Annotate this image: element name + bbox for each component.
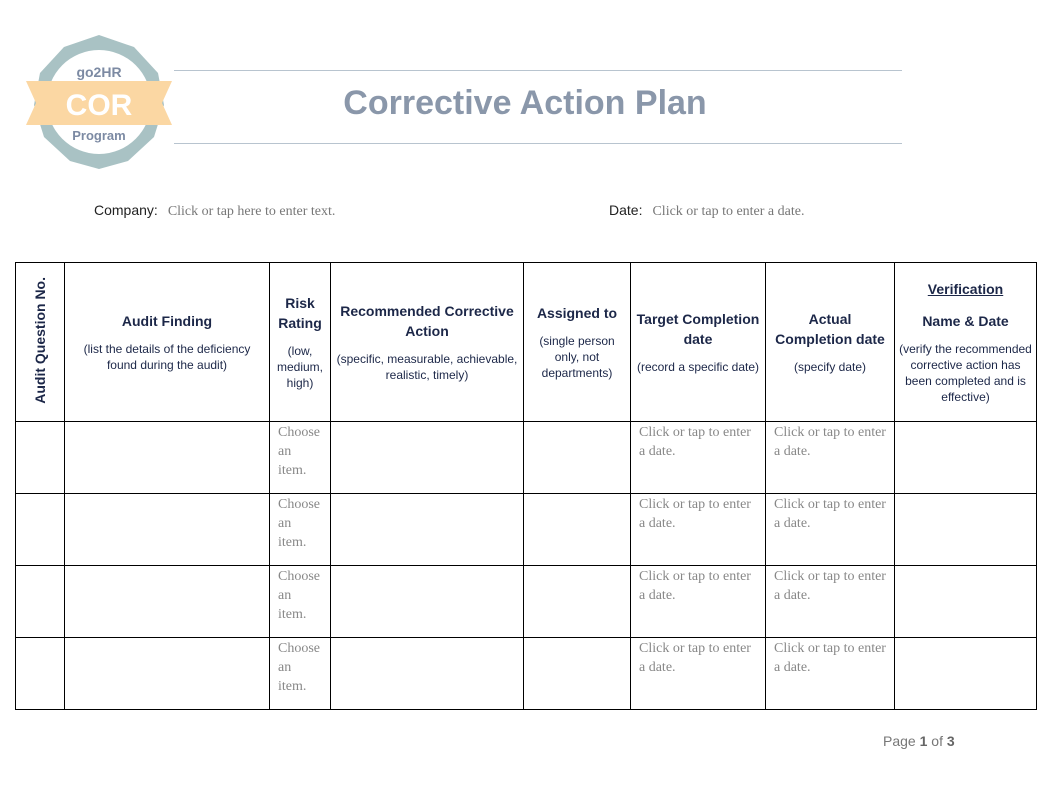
assigned-cell[interactable] — [523, 493, 631, 566]
target-date-picker[interactable]: Click or tap to enter a date. — [630, 565, 766, 638]
action-cell[interactable] — [330, 565, 524, 638]
svg-text:COR: COR — [66, 89, 133, 122]
risk-rating-dropdown[interactable]: Choose an item. — [269, 421, 331, 494]
finding-cell[interactable] — [64, 493, 270, 566]
svg-text:go2HR: go2HR — [76, 64, 121, 80]
target-date-picker[interactable]: Click or tap to enter a date. — [630, 637, 766, 710]
action-cell[interactable] — [330, 421, 524, 494]
risk-rating-dropdown[interactable]: Choose an item. — [269, 565, 331, 638]
actual-date-picker[interactable]: Click or tap to enter a date. — [765, 565, 895, 638]
col-risk-rating: Risk Rating (low, medium, high) — [269, 262, 331, 422]
question-no-cell[interactable] — [15, 493, 65, 566]
risk-rating-dropdown[interactable]: Choose an item. — [269, 493, 331, 566]
action-cell[interactable] — [330, 637, 524, 710]
page-number: Page 1 of 3 — [883, 733, 955, 749]
col-actual-date: Actual Completion date (specify date) — [765, 262, 895, 422]
col-verification: Verification Name & Date (verify the recom… — [894, 262, 1037, 422]
page-title: Corrective Action Plan — [343, 84, 707, 122]
divider — [174, 70, 902, 71]
finding-cell[interactable] — [64, 421, 270, 494]
verification-cell[interactable] — [894, 493, 1037, 566]
col-target-date: Target Completion date (record a specific… — [630, 262, 766, 422]
divider — [174, 143, 902, 144]
svg-text:Program: Program — [72, 128, 125, 143]
col-audit-question-no: Audit Question No. — [15, 262, 65, 422]
question-no-cell[interactable] — [15, 421, 65, 494]
company-label: Company: — [94, 202, 158, 218]
table-row: Choose an item. Click or tap to enter a d… — [15, 421, 1037, 494]
action-cell[interactable] — [330, 493, 524, 566]
company-input[interactable]: Click or tap here to enter text. — [167, 204, 336, 219]
actual-date-picker[interactable]: Click or tap to enter a date. — [765, 421, 895, 494]
question-no-cell[interactable] — [15, 565, 65, 638]
target-date-picker[interactable]: Click or tap to enter a date. — [630, 421, 766, 494]
date-field[interactable]: Date: Click or tap to enter a date. — [609, 202, 804, 220]
verification-cell[interactable] — [894, 421, 1037, 494]
date-label: Date: — [609, 202, 643, 218]
question-no-cell[interactable] — [15, 637, 65, 710]
date-input[interactable]: Click or tap to enter a date. — [652, 204, 805, 219]
col-audit-finding: Audit Finding (list the details of the de… — [64, 262, 270, 422]
target-date-picker[interactable]: Click or tap to enter a date. — [630, 493, 766, 566]
col-assigned-to: Assigned to (single person only, not depa… — [523, 262, 631, 422]
assigned-cell[interactable] — [523, 421, 631, 494]
verification-cell[interactable] — [894, 637, 1037, 710]
go2hr-cor-logo: go2HR COR Program — [26, 35, 172, 169]
table-row: Choose an item. Click or tap to enter a d… — [15, 493, 1037, 566]
actual-date-picker[interactable]: Click or tap to enter a date. — [765, 493, 895, 566]
header-row: Audit Question No. Audit Finding (list th… — [15, 262, 1037, 422]
col-recommended-action: Recommended Corrective Action (specific, … — [330, 262, 524, 422]
verification-cell[interactable] — [894, 565, 1037, 638]
finding-cell[interactable] — [64, 565, 270, 638]
assigned-cell[interactable] — [523, 565, 631, 638]
table-row: Choose an item. Click or tap to enter a d… — [15, 637, 1037, 710]
company-field[interactable]: Company: Click or tap here to enter text. — [94, 202, 335, 220]
corrective-action-table: Audit Question No. Audit Finding (list th… — [15, 262, 1037, 710]
risk-rating-dropdown[interactable]: Choose an item. — [269, 637, 331, 710]
table-row: Choose an item. Click or tap to enter a d… — [15, 565, 1037, 638]
actual-date-picker[interactable]: Click or tap to enter a date. — [765, 637, 895, 710]
finding-cell[interactable] — [64, 637, 270, 710]
assigned-cell[interactable] — [523, 637, 631, 710]
